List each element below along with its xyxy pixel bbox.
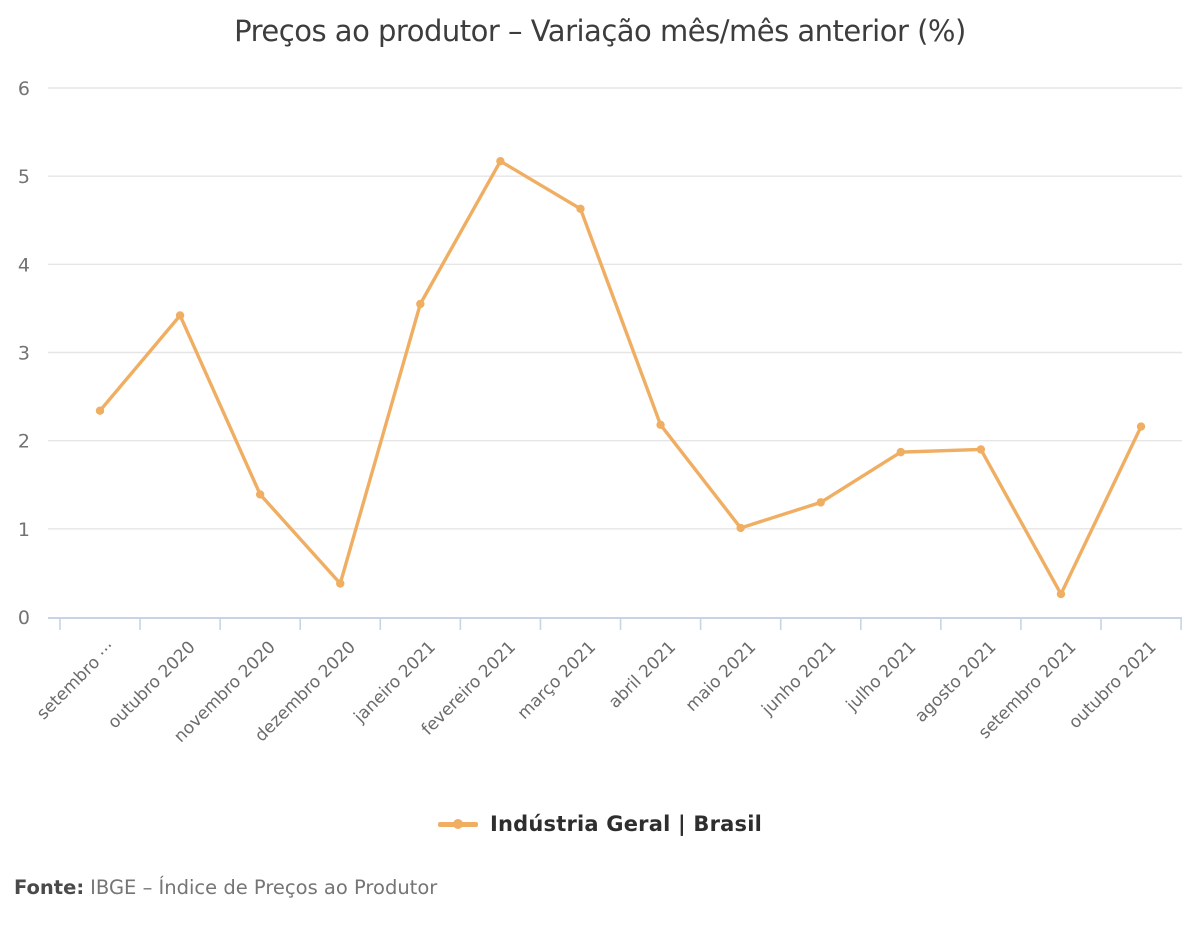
data-point-marker[interactable] xyxy=(496,156,505,166)
data-point-marker[interactable] xyxy=(976,445,986,454)
source-prefix: Fonte: xyxy=(14,876,85,899)
legend: Indústria Geral | Brasil xyxy=(0,806,1200,842)
x-axis-label: julho 2021 xyxy=(842,637,921,716)
source-text: IBGE – Índice de Preços ao Produtor xyxy=(90,876,438,899)
y-axis-label: 6 xyxy=(18,78,30,100)
y-axis-label: 1 xyxy=(18,519,30,541)
data-point-marker[interactable] xyxy=(255,490,265,499)
x-axis-label: maio 2021 xyxy=(682,637,760,715)
data-point-marker[interactable] xyxy=(736,523,745,533)
y-axis-label: 4 xyxy=(18,254,30,276)
y-axis-label: 0 xyxy=(18,607,30,629)
data-point-marker[interactable] xyxy=(656,420,665,429)
x-axis-label: junho 2021 xyxy=(757,637,840,720)
data-point-marker[interactable] xyxy=(95,406,105,415)
data-point-marker[interactable] xyxy=(576,204,585,213)
y-axis-label: 5 xyxy=(18,166,30,188)
legend-line-marker-icon xyxy=(437,819,478,829)
x-axis-label: março 2021 xyxy=(514,637,600,723)
x-axis-label: agosto 2021 xyxy=(911,637,1000,726)
data-point-marker[interactable] xyxy=(416,299,425,309)
x-axis-label: janeiro 2021 xyxy=(350,637,440,727)
x-axis-label: setembro ··· xyxy=(33,637,120,724)
data-point-marker[interactable] xyxy=(175,311,185,320)
series-line xyxy=(98,159,1143,596)
y-axis-label: 2 xyxy=(18,431,30,453)
data-point-marker[interactable] xyxy=(1136,422,1146,431)
y-axis-label: 3 xyxy=(18,343,30,365)
data-point-marker[interactable] xyxy=(336,579,345,588)
data-point-marker[interactable] xyxy=(816,498,825,507)
chart-title: Preços ao produtor – Variação mês/mês an… xyxy=(234,14,966,48)
legend-label: Indústria Geral | Brasil xyxy=(489,812,763,836)
x-axis-label: abril 2021 xyxy=(605,637,680,712)
data-point-marker[interactable] xyxy=(896,447,905,457)
data-point-marker[interactable] xyxy=(1056,589,1066,599)
source-note: Fonte: IBGE – Índice de Preços ao Produto… xyxy=(14,876,437,899)
legend-item-industria-geral[interactable]: Indústria Geral | Brasil xyxy=(437,812,763,836)
